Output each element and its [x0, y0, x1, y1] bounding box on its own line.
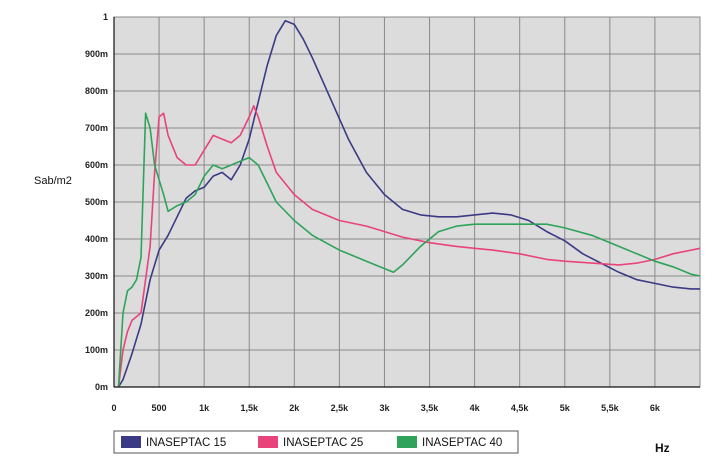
legend-swatch-1: [121, 436, 141, 448]
series-lines: [117, 19, 701, 388]
legend-label-3: INASEPTAC 40: [422, 437, 502, 449]
x-tick-label: 3k: [379, 403, 390, 413]
x-tick-label: 4,5k: [511, 403, 530, 413]
y-axis-label: Sab/m2: [34, 175, 72, 187]
x-tick-label: 5k: [560, 403, 571, 413]
legend: INASEPTAC 15 INASEPTAC 25 INASEPTAC 40: [113, 430, 519, 454]
series-line-2: [117, 105, 701, 388]
x-tick-label: 500: [152, 403, 167, 413]
y-tick-label: 500m: [85, 197, 108, 207]
y-tick-label: 600m: [85, 160, 108, 170]
x-tick-label: 3,5k: [421, 403, 440, 413]
y-tick-label: 100m: [85, 345, 108, 355]
legend-swatch-3: [397, 436, 417, 448]
y-tick-label: 200m: [85, 308, 108, 318]
x-tick-label: 4k: [470, 403, 481, 413]
y-tick-label: 700m: [85, 123, 108, 133]
y-tick-label: 0m: [95, 382, 108, 392]
x-tick-labels: 0 500 1k 1,5k 2k 2,5k 3k 3,5k 4k 4,5k 5k 5,5k 6k: [111, 403, 660, 413]
y-tick-label: 400m: [85, 234, 108, 244]
legend-swatch-2: [258, 436, 278, 448]
x-tick-label: 2k: [289, 403, 300, 413]
x-tick-label: 0: [111, 403, 116, 413]
y-tick-label: 800m: [85, 86, 108, 96]
x-tick-label: 6k: [650, 403, 661, 413]
y-tick-label: 900m: [85, 49, 108, 59]
x-tick-label: 5,5k: [601, 403, 620, 413]
legend-label-2: INASEPTAC 25: [283, 437, 363, 449]
x-axis-label: Hz: [655, 441, 670, 455]
x-tick-label: 1k: [199, 403, 210, 413]
y-tick-label: 1: [103, 12, 108, 22]
series-line-1: [117, 19, 700, 388]
series-line-3: [117, 112, 701, 388]
legend-label-1: INASEPTAC 15: [146, 437, 226, 449]
x-tick-label: 1,5k: [240, 403, 259, 413]
x-tick-label: 2,5k: [331, 403, 350, 413]
y-tick-labels: 0m 100m 200m 300m 400m 500m 600m 700m 800m 900m 1: [85, 12, 108, 392]
y-tick-label: 300m: [85, 271, 108, 281]
